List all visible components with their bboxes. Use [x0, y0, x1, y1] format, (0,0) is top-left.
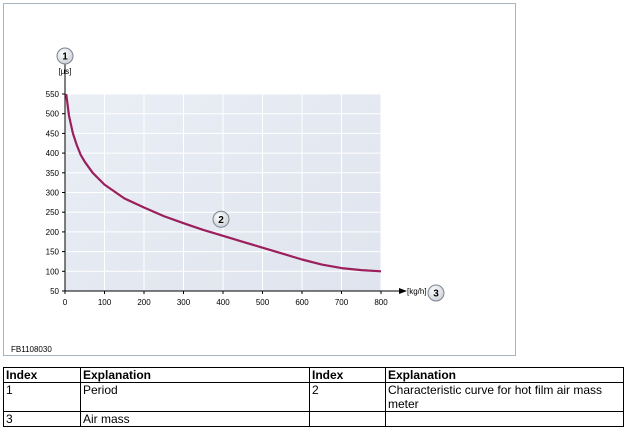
legend-header-row: Index Explanation Index Explanation	[3, 367, 624, 383]
y-tick-label: 450	[46, 129, 60, 138]
table-cell: Characteristic curve for hot film air ma…	[385, 382, 624, 412]
y-tick-label: 300	[46, 189, 60, 198]
x-axis-arrow	[399, 288, 407, 294]
callout-number: 1	[62, 52, 68, 63]
y-tick-label: 550	[46, 90, 60, 99]
x-tick-label: 0	[63, 298, 68, 307]
header-explanation-1: Explanation	[80, 367, 310, 383]
x-tick-label: 100	[98, 298, 112, 307]
figure-id: FB1108030	[11, 345, 52, 354]
callout-number: 2	[218, 215, 224, 226]
line-chart: 0 100 200 300 400 500 600 700 800 50 100 150 200 250 3…	[46, 47, 445, 307]
y-tick-label: 400	[46, 149, 60, 158]
series-line	[65, 93, 382, 273]
legend-table: Index Explanation Index Explanation 1 Pe…	[3, 367, 624, 427]
callout-y-axis: 1	[56, 47, 74, 65]
y-tick-label: 250	[46, 208, 60, 217]
y-tick-label: 500	[46, 110, 60, 119]
x-tick-label: 400	[216, 298, 230, 307]
table-row: 3 Air mass	[3, 411, 624, 427]
x-tick-label: 300	[177, 298, 191, 307]
y-tick-label: 350	[46, 169, 60, 178]
callout-curve: 2	[212, 210, 230, 228]
y-tick-label: 200	[46, 228, 60, 237]
x-tick-label: 600	[295, 298, 309, 307]
chart-figure: 0 100 200 300 400 500 600 700 800 50 100 150 200 250 3…	[3, 3, 516, 356]
y-tick-label: 50	[50, 287, 59, 296]
x-tick-label: 500	[256, 298, 270, 307]
callout-circle	[56, 47, 74, 65]
table-cell	[309, 411, 386, 427]
header-index-1: Index	[3, 367, 81, 383]
table-cell: 2	[309, 382, 386, 412]
header-index-2: Index	[309, 367, 386, 383]
y-axis-unit: [µs]	[58, 67, 71, 76]
table-cell: Period	[80, 382, 310, 412]
callout-circle	[427, 284, 445, 302]
table-row: 1 Period 2 Characteristic curve for hot …	[3, 382, 624, 412]
callout-number: 3	[433, 289, 439, 300]
y-tick-label: 100	[46, 267, 60, 276]
x-axis-unit: [kg/h]	[407, 287, 427, 296]
table-cell: Air mass	[80, 411, 310, 427]
table-cell: 1	[3, 382, 81, 412]
table-cell: 3	[3, 411, 81, 427]
y-tick-label: 150	[46, 248, 60, 257]
callout-x-axis: 3	[427, 284, 445, 302]
header-explanation-2: Explanation	[385, 367, 624, 383]
callout-circle	[212, 210, 230, 228]
x-tick-label: 200	[137, 298, 151, 307]
table-cell	[385, 411, 624, 427]
x-tick-label: 700	[335, 298, 349, 307]
x-tick-label: 800	[374, 298, 388, 307]
